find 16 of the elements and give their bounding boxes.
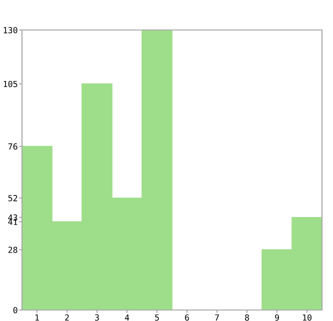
y-tick-label: 52	[8, 195, 18, 202]
x-tick-label: 8	[245, 314, 249, 321]
y-tick-label: 105	[4, 80, 18, 88]
y-tick-label: 0	[13, 307, 18, 314]
x-tick-label: 9	[275, 314, 279, 321]
x-tick-label: 7	[215, 314, 219, 321]
x-tick-label: 10	[302, 314, 312, 321]
x-tick-label: 4	[124, 314, 130, 321]
y-tick-label: 76	[8, 143, 18, 150]
x-tick-label: 5	[155, 314, 159, 321]
x-tick-label: 2	[65, 314, 69, 321]
x-tick-label: 3	[95, 314, 99, 321]
y-tick-label: 130	[4, 27, 18, 34]
x-tick-label: 6	[185, 314, 189, 321]
y-tick-label: 28	[8, 246, 18, 253]
x-tick-label: 1	[35, 314, 39, 321]
